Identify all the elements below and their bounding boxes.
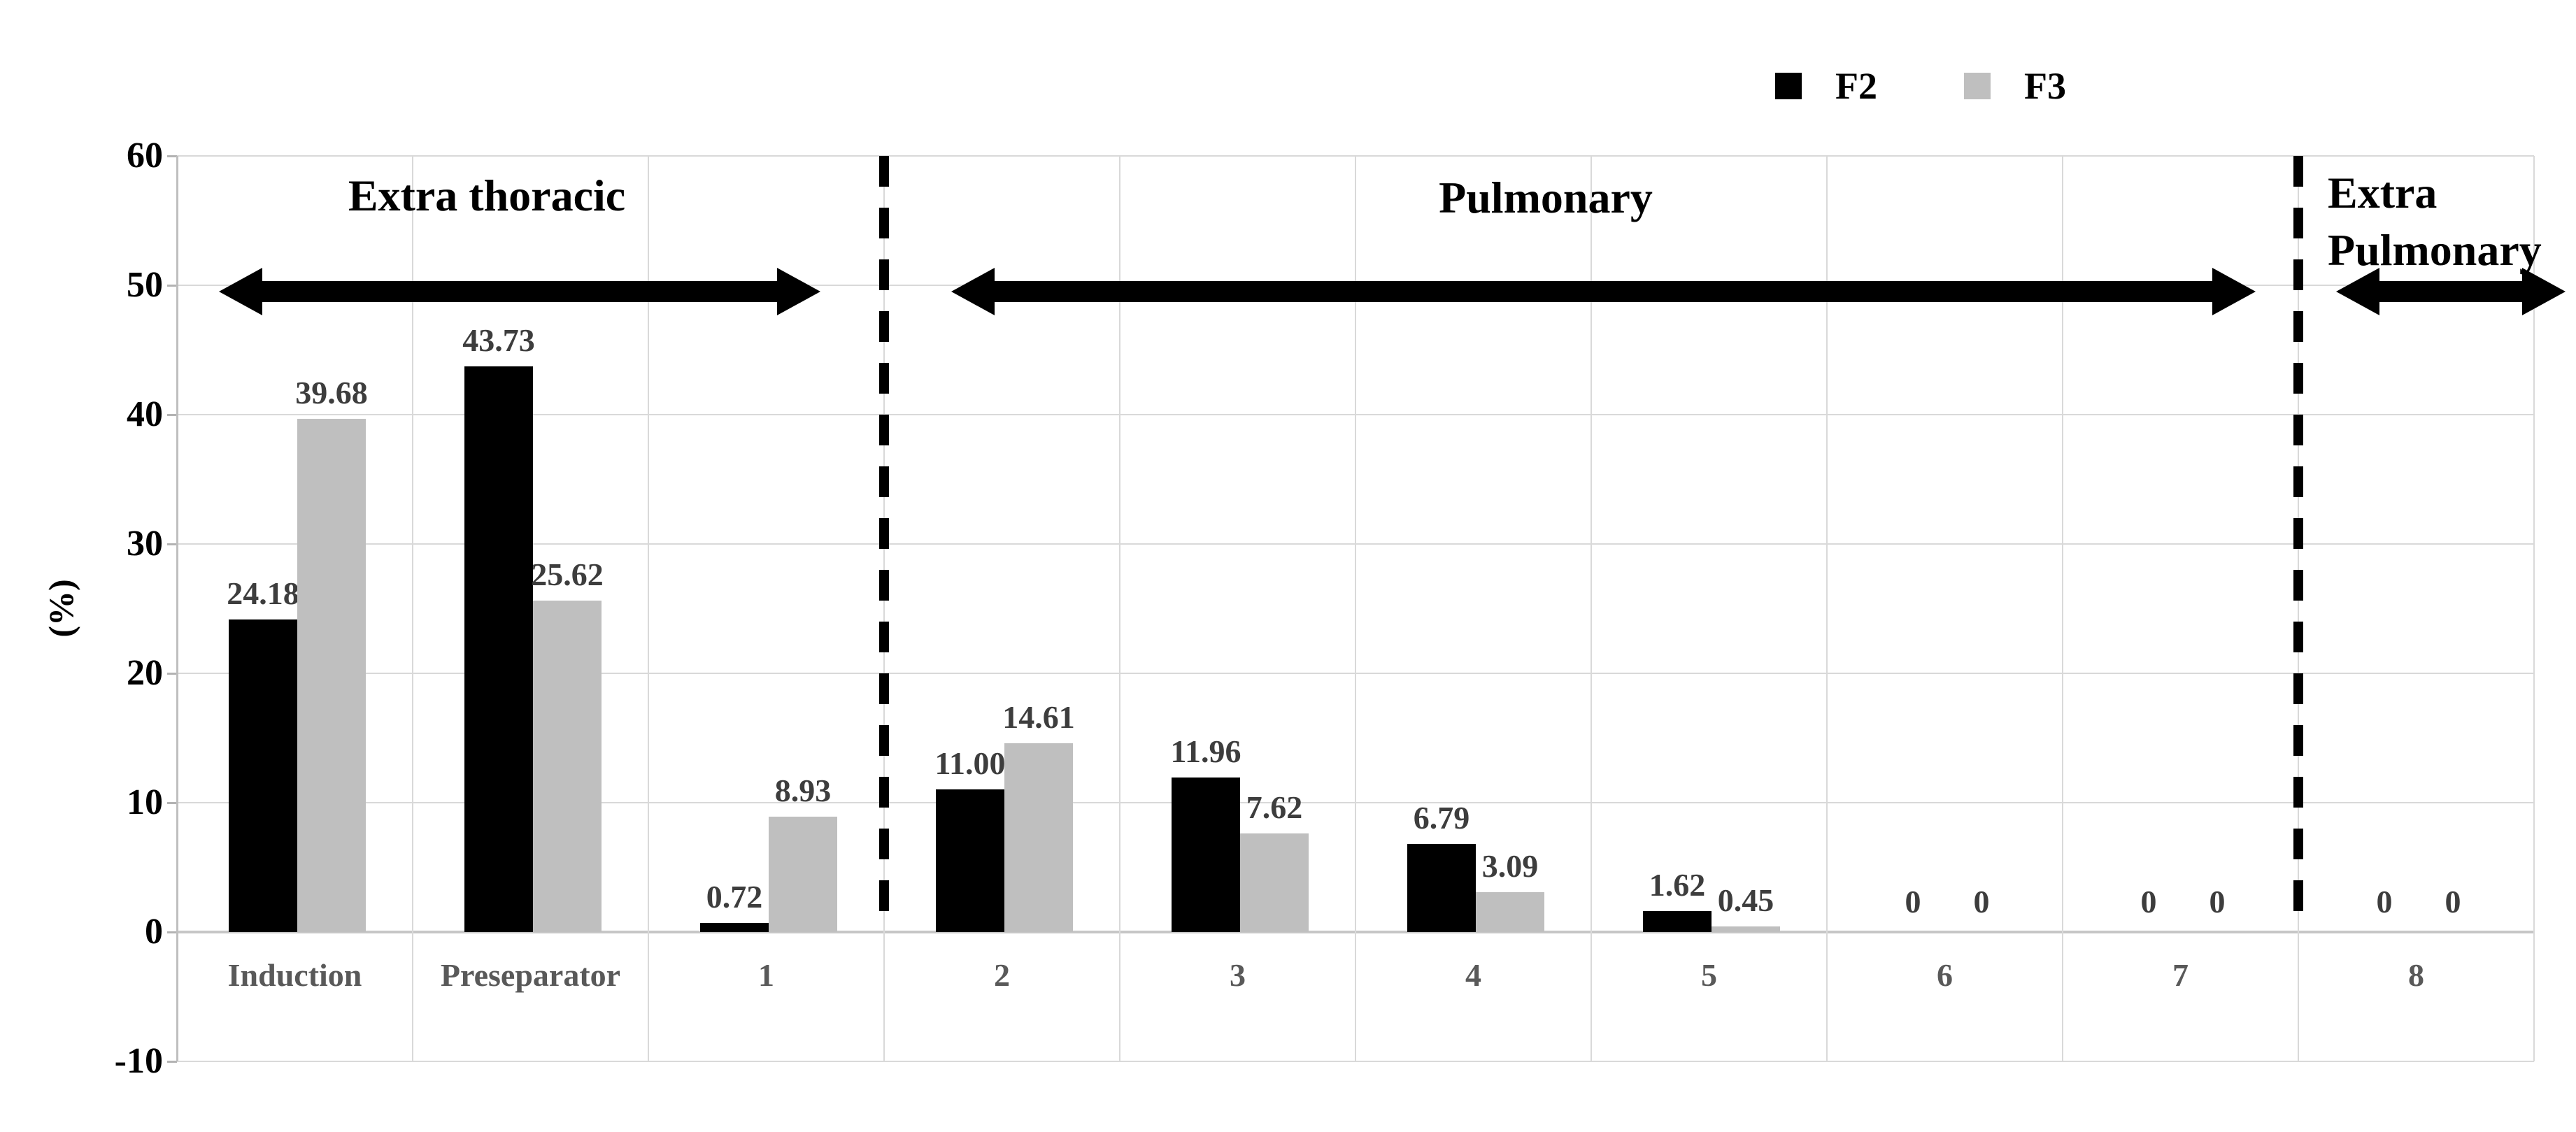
bar-value-label: 39.68 bbox=[295, 375, 368, 410]
bar-f2-5 bbox=[1643, 911, 1712, 932]
region-separator-dashed-line bbox=[879, 156, 889, 932]
y-tick-label: 20 bbox=[127, 653, 163, 693]
bar-value-label: 6.79 bbox=[1413, 800, 1470, 836]
bar-value-label: 1.62 bbox=[1649, 867, 1706, 903]
bar-value-label: 24.18 bbox=[227, 575, 299, 611]
bar-value-label: 0.45 bbox=[1717, 882, 1774, 918]
bar-value-label: 0 bbox=[2209, 884, 2226, 919]
bar-f3-preseparator bbox=[533, 601, 602, 932]
x-category-label: Induction bbox=[227, 957, 362, 993]
legend-swatch-f2 bbox=[1775, 73, 1802, 99]
y-axis-line bbox=[176, 156, 178, 1061]
x-category-label: 2 bbox=[994, 957, 1010, 993]
gridline-vertical bbox=[2062, 156, 2063, 1061]
bar-f2-3 bbox=[1172, 778, 1240, 932]
gridline-vertical bbox=[1355, 156, 1356, 1061]
y-axis-tick bbox=[167, 802, 177, 804]
gridline-vertical bbox=[412, 156, 413, 1061]
gridline-vertical bbox=[2533, 156, 2535, 1061]
bar-f2-1 bbox=[700, 923, 769, 932]
region-label: Pulmonary bbox=[1439, 173, 1653, 222]
y-axis-tick bbox=[167, 285, 177, 287]
bar-value-label: 0 bbox=[2376, 884, 2393, 919]
x-category-label: 6 bbox=[1937, 957, 1953, 993]
bar-value-label: 25.62 bbox=[531, 557, 604, 592]
bar-f2-2 bbox=[936, 789, 1004, 932]
y-axis-tick bbox=[167, 673, 177, 675]
bar-value-label: 3.09 bbox=[1481, 848, 1539, 884]
region-arrow bbox=[219, 268, 820, 315]
y-tick-label: 60 bbox=[127, 136, 163, 175]
x-category-label: 4 bbox=[1465, 957, 1481, 993]
bar-f2-induction bbox=[229, 619, 297, 932]
y-tick-label: 10 bbox=[127, 782, 163, 822]
bar-value-label: 14.61 bbox=[1002, 699, 1075, 735]
bar-f3-2 bbox=[1004, 743, 1073, 932]
bar-value-label: 8.93 bbox=[774, 773, 832, 808]
y-tick-label: 50 bbox=[127, 265, 163, 305]
y-tick-label: 30 bbox=[127, 524, 163, 564]
gridline-horizontal bbox=[177, 1061, 2534, 1062]
legend-swatch-f3 bbox=[1964, 73, 1991, 99]
gridline-vertical bbox=[1826, 156, 1828, 1061]
y-axis-tick bbox=[167, 414, 177, 416]
legend: F2 F3 bbox=[1775, 67, 2066, 105]
y-axis-tick bbox=[167, 155, 177, 157]
legend-item-f3: F3 bbox=[1964, 67, 2066, 105]
bar-value-label: 0.72 bbox=[706, 879, 763, 915]
legend-label-f3: F3 bbox=[2024, 65, 2066, 107]
region-label: Extra thoracic bbox=[348, 171, 626, 220]
y-tick-label: -10 bbox=[114, 1041, 163, 1081]
bar-f2-preseparator bbox=[464, 366, 533, 932]
y-tick-label: 40 bbox=[127, 394, 163, 434]
bar-f3-4 bbox=[1476, 892, 1544, 932]
y-axis-tick bbox=[167, 1061, 177, 1063]
bar-value-label: 0 bbox=[1973, 884, 1990, 919]
y-axis-tick bbox=[167, 931, 177, 933]
bar-value-label: 0 bbox=[2445, 884, 2461, 919]
bar-value-label: 43.73 bbox=[462, 322, 535, 358]
bar-f3-1 bbox=[769, 817, 837, 932]
bar-value-label: 7.62 bbox=[1246, 789, 1303, 825]
x-category-label: 1 bbox=[758, 957, 774, 993]
gridline-vertical bbox=[1591, 156, 1592, 1061]
x-category-label: 5 bbox=[1701, 957, 1717, 993]
bar-value-label: 11.96 bbox=[1170, 733, 1241, 769]
x-category-label: 3 bbox=[1230, 957, 1246, 993]
bar-value-label: 0 bbox=[2140, 884, 2157, 919]
x-category-label: 7 bbox=[2172, 957, 2189, 993]
region-label: Extra Pulmonary bbox=[2328, 168, 2542, 275]
bar-value-label: 11.00 bbox=[934, 745, 1006, 781]
region-arrow bbox=[951, 268, 2256, 315]
region-arrow bbox=[2336, 268, 2566, 315]
x-category-label: Preseparator bbox=[440, 957, 621, 993]
legend-item-f2: F2 bbox=[1775, 67, 1877, 105]
bar-f2-4 bbox=[1407, 844, 1476, 932]
gridline-vertical bbox=[1119, 156, 1120, 1061]
bar-value-label: 0 bbox=[1905, 884, 1921, 919]
bar-f3-induction bbox=[297, 419, 366, 932]
bar-f3-3 bbox=[1240, 833, 1309, 932]
y-axis-tick bbox=[167, 543, 177, 545]
region-separator-dashed-line bbox=[2293, 156, 2303, 932]
y-tick-label: 0 bbox=[145, 912, 163, 952]
gridline-vertical bbox=[648, 156, 649, 1061]
legend-label-f2: F2 bbox=[1835, 65, 1877, 107]
bar-f3-5 bbox=[1712, 926, 1780, 932]
x-category-label: 8 bbox=[2408, 957, 2424, 993]
